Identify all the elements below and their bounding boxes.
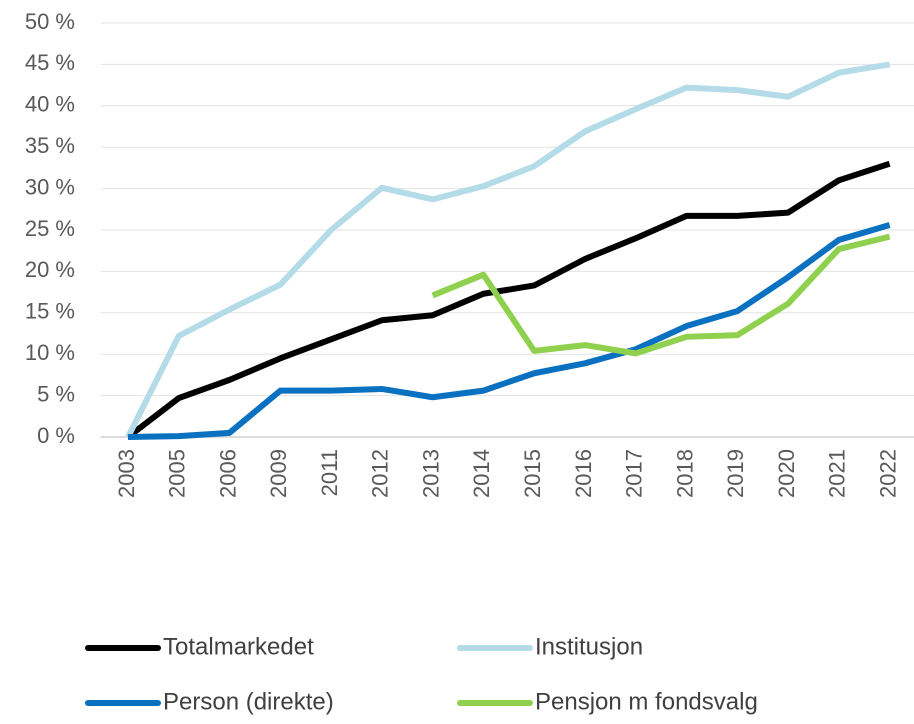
x-tick-label: 2014 [469, 449, 494, 498]
y-tick-label: 25 % [25, 216, 75, 241]
y-tick-label: 5 % [37, 381, 75, 406]
x-tick-label: 2003 [114, 449, 139, 498]
x-tick-label: 2012 [368, 449, 393, 498]
legend-label: Person (direkte) [163, 688, 334, 715]
series-line [126, 160, 891, 440]
y-tick-label: 10 % [25, 340, 75, 365]
legend-label: Pensjon m fondsvalg [535, 688, 758, 715]
y-tick-label: 45 % [25, 50, 75, 75]
y-tick-label: 0 % [37, 423, 75, 448]
y-tick-label: 30 % [25, 174, 75, 199]
x-tick-label: 2015 [520, 449, 545, 498]
y-tick-label: 50 % [25, 9, 75, 34]
x-tick-label: 2006 [215, 449, 240, 498]
legend-label: Totalmarkedet [163, 633, 314, 660]
series-line [127, 222, 891, 440]
x-tick-label: 2019 [723, 449, 748, 498]
x-tick-label: 2016 [571, 449, 596, 498]
x-tick-label: 2009 [266, 449, 291, 498]
series-line [431, 233, 891, 357]
x-tick-label: 2022 [875, 449, 900, 498]
y-tick-label: 15 % [25, 299, 75, 324]
x-tick-label: 2018 [672, 449, 697, 498]
x-tick-label: 2021 [825, 449, 850, 498]
y-tick-label: 40 % [25, 92, 75, 117]
x-tick-label: 2011 [317, 449, 342, 496]
series-line [125, 61, 891, 439]
x-tick-label: 2005 [165, 449, 190, 498]
legend-label: Institusjon [535, 633, 643, 660]
x-tick-label: 2013 [418, 449, 443, 498]
y-tick-label: 35 % [25, 133, 75, 158]
x-tick-label: 2017 [622, 449, 647, 498]
y-tick-label: 20 % [25, 257, 75, 282]
x-tick-label: 2020 [774, 449, 799, 498]
